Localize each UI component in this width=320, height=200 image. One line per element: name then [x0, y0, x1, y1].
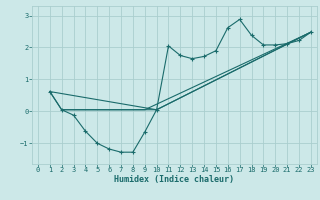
- X-axis label: Humidex (Indice chaleur): Humidex (Indice chaleur): [115, 175, 234, 184]
